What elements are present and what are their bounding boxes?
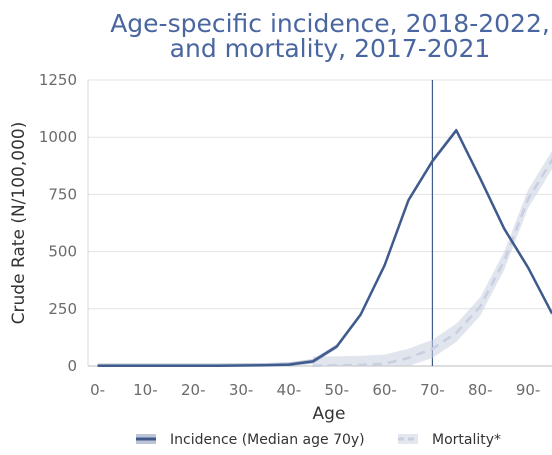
y-tick-label: 500: [48, 243, 77, 261]
x-axis-label: Age: [313, 404, 346, 424]
x-tick-label: 40-: [277, 381, 302, 399]
y-tick-label: 250: [48, 300, 77, 318]
x-tick-label: 0-: [90, 381, 105, 399]
x-tick-label: 60-: [372, 381, 397, 399]
chart-title-line2: and mortality, 2017-2021: [170, 34, 491, 63]
x-tick-label: 10-: [133, 381, 158, 399]
series: [97, 128, 552, 368]
y-axis-label: Crude Rate (N/100,000): [9, 122, 29, 325]
y-tick-label: 1250: [39, 71, 77, 89]
legend: Incidence (Median age 70y) Mortality*: [136, 432, 501, 448]
y-tick-label: 750: [48, 185, 77, 203]
x-tick-label: 30-: [229, 381, 254, 399]
y-tick-label: 1000: [39, 128, 77, 146]
mortality-line: [312, 157, 552, 368]
grid: [87, 79, 552, 367]
x-tick-label: 80-: [468, 381, 493, 399]
chart-title-line1: Age-specific incidence, 2018-2022,: [110, 9, 550, 38]
series-incidence: [97, 128, 552, 368]
x-tick-label: 70-: [420, 381, 445, 399]
y-tick-label: 0: [67, 357, 77, 375]
legend-mortality-label: Mortality*: [432, 432, 501, 448]
incidence-line: [97, 129, 552, 368]
incidence-confidence-band: [97, 128, 552, 366]
x-tick-labels: 0- 10- 20- 30- 40- 50- 60- 70- 80- 90-: [90, 381, 540, 399]
x-tick-label: 50-: [324, 381, 349, 399]
series-mortality: [312, 150, 552, 368]
x-tick-label: 20-: [181, 381, 206, 399]
x-tick-label: 90-: [516, 381, 541, 399]
legend-incidence-label: Incidence (Median age 70y): [170, 432, 365, 448]
y-tick-labels: 0 250 500 750 1000 1250: [39, 71, 77, 375]
